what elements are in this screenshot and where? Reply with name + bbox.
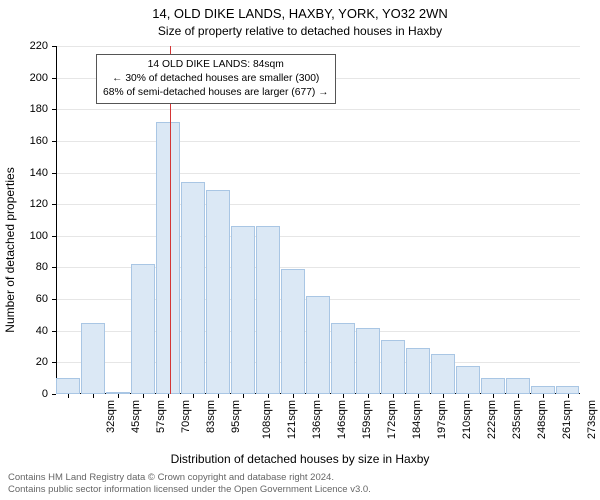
y-tick-label: 40 [18, 325, 48, 337]
y-tick-label: 140 [18, 167, 48, 179]
x-tick-label: 32sqm [106, 400, 118, 433]
x-tick-label: 222sqm [486, 400, 498, 439]
x-tick-label: 95sqm [230, 400, 242, 433]
y-axis-label: Number of detached properties [3, 167, 17, 332]
bar [331, 323, 355, 394]
bar [531, 386, 555, 394]
annotation-line2: ← 30% of detached houses are smaller (30… [103, 72, 329, 86]
bar [81, 323, 105, 394]
bar [506, 378, 530, 394]
x-tick-label: 172sqm [386, 400, 398, 439]
chart-subtitle: Size of property relative to detached ho… [0, 24, 600, 38]
y-tick-label: 80 [18, 261, 48, 273]
bar [556, 386, 580, 394]
bar [256, 226, 280, 394]
x-tick-label: 121sqm [286, 400, 298, 439]
x-tick-label: 184sqm [411, 400, 423, 439]
y-tick-label: 60 [18, 293, 48, 305]
bar [131, 264, 155, 394]
y-tick-label: 200 [18, 72, 48, 84]
footer-attribution: Contains HM Land Registry data © Crown c… [8, 472, 371, 496]
bar [231, 226, 255, 394]
bar [181, 182, 205, 394]
x-tick-label: 197sqm [436, 400, 448, 439]
bar [206, 190, 230, 394]
x-tick-label: 83sqm [205, 400, 217, 433]
y-tick-label: 0 [18, 388, 48, 400]
plot-area: 020406080100120140160180200220 32sqm45sq… [56, 46, 580, 394]
footer-line2: Contains public sector information licen… [8, 484, 371, 496]
x-tick-label: 70sqm [180, 400, 192, 433]
bar [431, 354, 455, 394]
annotation-line1: 14 OLD DIKE LANDS: 84sqm [103, 58, 329, 72]
annotation-box: 14 OLD DIKE LANDS: 84sqm ← 30% of detach… [96, 54, 336, 104]
x-tick-label: 45sqm [130, 400, 142, 433]
x-tick-label: 108sqm [261, 400, 273, 439]
y-tick-label: 160 [18, 135, 48, 147]
bar [456, 366, 480, 394]
bar [356, 328, 380, 394]
footer-line1: Contains HM Land Registry data © Crown c… [8, 472, 371, 484]
bar [406, 348, 430, 394]
x-tick-label: 210sqm [461, 400, 473, 439]
bar [281, 269, 305, 394]
y-tick-label: 220 [18, 40, 48, 52]
bar [381, 340, 405, 394]
x-tick-label: 57sqm [155, 400, 167, 433]
x-tick-label: 273sqm [586, 400, 598, 439]
x-tick-label: 146sqm [336, 400, 348, 439]
bar [156, 122, 180, 394]
bar [56, 378, 80, 394]
y-tick-label: 100 [18, 230, 48, 242]
x-tick-label: 248sqm [536, 400, 548, 439]
y-tick-label: 20 [18, 356, 48, 368]
x-tick-label: 159sqm [361, 400, 373, 439]
annotation-line3: 68% of semi-detached houses are larger (… [103, 86, 329, 100]
bar [481, 378, 505, 394]
x-tick-label: 136sqm [311, 400, 323, 439]
x-tick-label: 261sqm [561, 400, 573, 439]
x-axis-label: Distribution of detached houses by size … [0, 452, 600, 466]
bar [306, 296, 330, 394]
chart-container: 14, OLD DIKE LANDS, HAXBY, YORK, YO32 2W… [0, 0, 600, 500]
y-tick-label: 120 [18, 198, 48, 210]
chart-title: 14, OLD DIKE LANDS, HAXBY, YORK, YO32 2W… [0, 6, 600, 21]
x-tick-label: 235sqm [511, 400, 523, 439]
y-tick-label: 180 [18, 103, 48, 115]
